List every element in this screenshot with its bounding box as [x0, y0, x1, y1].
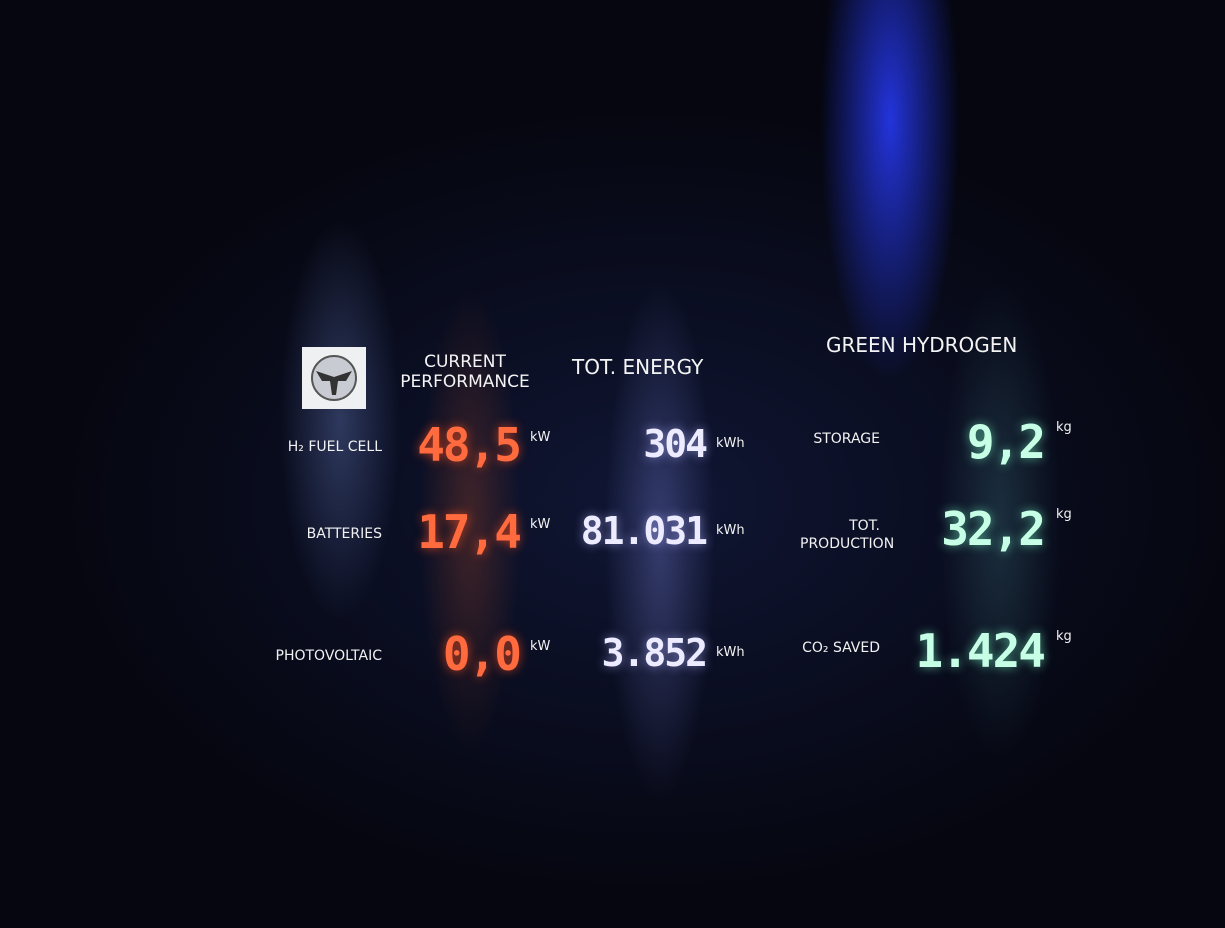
hydrogen-value: 1.424	[884, 624, 1044, 678]
hydrogen-unit: kg	[1056, 629, 1072, 644]
hydrogen-label: STORAGE	[680, 430, 880, 448]
display-board: CURRENT PERFORMANCE TOT. ENERGY GREEN HY…	[0, 0, 1225, 928]
row-label: BATTERIES	[182, 526, 382, 542]
hydrogen-label: TOT. PRODUCTION	[680, 517, 880, 553]
power-value: 17,4	[360, 505, 520, 559]
column-header: TOT. ENERGY	[572, 355, 703, 379]
row-label: PHOTOVOLTAIC	[182, 648, 382, 664]
power-value: 0,0	[360, 627, 520, 681]
column-header: CURRENT PERFORMANCE	[395, 352, 535, 392]
hydrogen-unit: kg	[1056, 507, 1072, 522]
hydrogen-value: 9,2	[884, 415, 1044, 469]
hydrogen-value: 32,2	[884, 502, 1044, 556]
power-value: 48,5	[360, 418, 520, 472]
hydrogen-label: CO₂ SAVED	[680, 639, 880, 657]
row-label: H₂ FUEL CELL	[182, 439, 382, 455]
logo	[302, 347, 366, 409]
column-header: GREEN HYDROGEN	[826, 333, 1017, 357]
hydrogen-unit: kg	[1056, 420, 1072, 435]
logo-icon	[302, 347, 366, 409]
